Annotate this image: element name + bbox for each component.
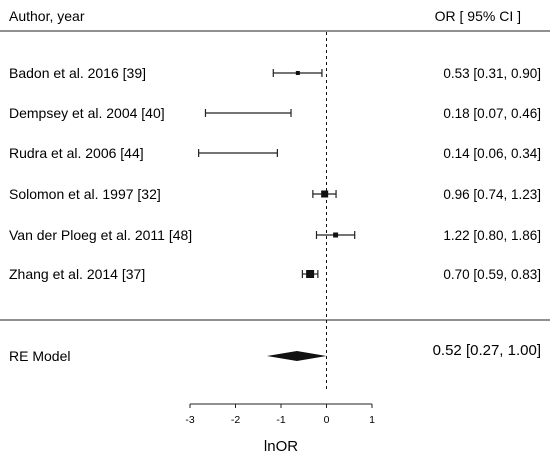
summary-label: RE Model <box>9 348 70 364</box>
point-estimate <box>306 270 315 278</box>
summary-row: RE Model 0.52 [0.27, 1.00] <box>9 342 541 364</box>
summary-diamond <box>266 351 327 361</box>
study-label: Solomon et al. 1997 [32] <box>9 186 161 202</box>
x-tick-label: -2 <box>231 414 240 426</box>
study-label: Rudra et al. 2006 [44] <box>9 145 144 161</box>
study-label: Zhang et al. 2014 [37] <box>9 266 145 282</box>
x-tick-label: -1 <box>276 414 285 426</box>
x-tick-label: -3 <box>185 414 194 426</box>
study-label: Dempsey et al. 2004 [40] <box>9 105 165 121</box>
header-author-year: Author, year <box>9 8 85 24</box>
point-estimate <box>321 190 329 198</box>
point-estimate <box>333 232 339 238</box>
header-or-ci: OR [ 95% CI ] <box>435 8 521 24</box>
x-tick-label: 0 <box>324 414 330 426</box>
study-ci-text: 0.70 [0.59, 0.83] <box>443 267 541 282</box>
study-label: Van der Ploeg et al. 2011 [48] <box>9 227 192 243</box>
study-rows: Badon et al. 2016 [39] 0.53 [0.31, 0.90] D… <box>9 65 541 282</box>
x-axis: -3 -2 -1 0 1 <box>185 403 375 426</box>
study-ci-text: 0.96 [0.74, 1.23] <box>443 187 541 202</box>
study-ci-text: 1.22 [0.80, 1.86] <box>443 228 541 243</box>
summary-ci-text: 0.52 [0.27, 1.00] <box>433 342 541 359</box>
study-ci-text: 0.14 [0.06, 0.34] <box>443 146 541 161</box>
x-axis-title: lnOR <box>264 438 298 455</box>
study-ci-text: 0.18 [0.07, 0.46] <box>443 106 541 121</box>
x-tick-label: 1 <box>369 414 375 426</box>
point-estimate <box>295 71 300 75</box>
study-label: Badon et al. 2016 [39] <box>9 65 146 81</box>
study-ci-text: 0.53 [0.31, 0.90] <box>443 66 541 81</box>
